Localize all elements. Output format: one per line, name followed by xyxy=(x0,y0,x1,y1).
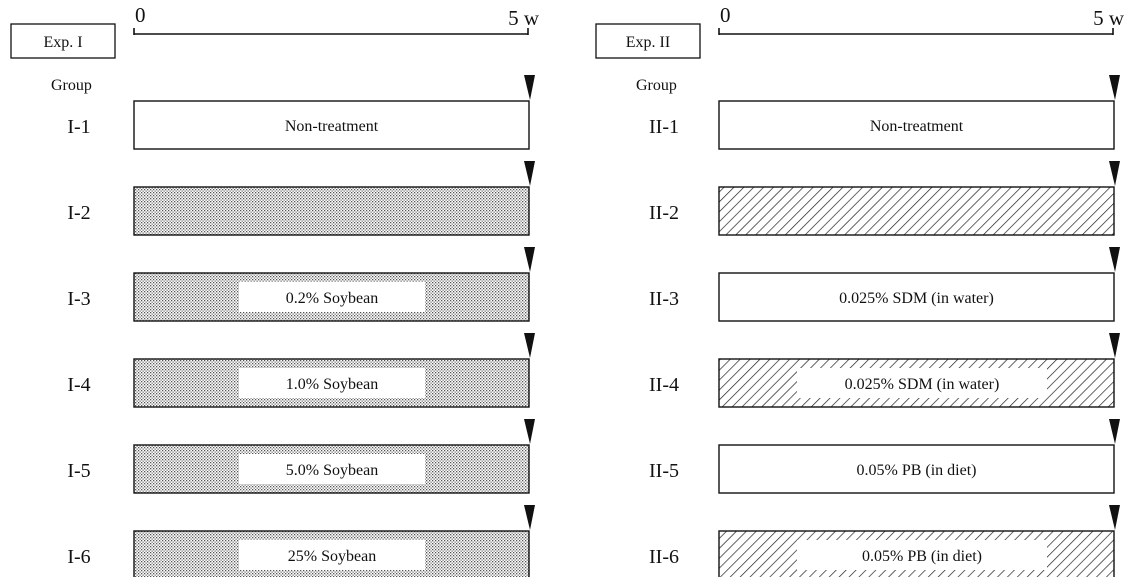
group-id: II-5 xyxy=(649,460,679,482)
exp1-time-start-label: 0 xyxy=(135,3,146,27)
treatment-bar xyxy=(718,186,1115,236)
group-row: I-2 xyxy=(67,161,535,236)
exp1-label-box xyxy=(10,23,116,59)
treatment-bar xyxy=(133,186,530,236)
group-row: II-5 0.05% PB (in diet) xyxy=(649,419,1120,494)
treatment-label: 25% Soybean xyxy=(288,548,376,565)
exp2-time-start-label: 0 xyxy=(720,3,731,27)
exp2-group-header: Group xyxy=(636,77,677,94)
exp1-panel: Exp. I 0 5 w Group I-1 Non-treatment I-2 I-3 0.2… xyxy=(10,3,540,577)
treatment-label-box xyxy=(797,368,1047,398)
exp1-time-end-label: 5 w xyxy=(508,6,540,30)
group-row: I-1 Non-treatment xyxy=(67,75,535,150)
treatment-bar xyxy=(718,272,1115,322)
endpoint-marker xyxy=(524,161,535,186)
treatment-label-box xyxy=(239,540,425,570)
endpoint-marker xyxy=(524,75,535,100)
endpoint-marker xyxy=(1109,161,1120,186)
group-id: I-3 xyxy=(67,288,90,310)
exp2-label-box xyxy=(595,23,701,59)
endpoint-marker xyxy=(1109,419,1120,444)
group-id: II-2 xyxy=(649,202,679,224)
endpoint-marker xyxy=(1109,505,1120,530)
group-row: I-4 1.0% Soybean xyxy=(67,333,535,408)
exp2-label: Exp. II xyxy=(626,34,670,51)
endpoint-marker xyxy=(1109,75,1120,100)
group-id: II-3 xyxy=(649,288,679,310)
treatment-label: Non-treatment xyxy=(870,118,964,135)
treatment-label-box xyxy=(797,540,1047,570)
treatment-bar xyxy=(718,100,1115,150)
group-row: I-6 25% Soybean xyxy=(67,505,535,577)
treatment-label: 5.0% Soybean xyxy=(286,462,378,479)
treatment-label-box xyxy=(239,368,425,398)
treatment-label-box xyxy=(239,454,425,484)
group-id: I-5 xyxy=(67,460,90,482)
exp2-time-end-label: 5 w xyxy=(1093,6,1125,30)
exp1-label: Exp. I xyxy=(43,34,82,51)
treatment-label: 1.0% Soybean xyxy=(286,376,378,393)
group-id: I-1 xyxy=(67,116,90,138)
exp2-panel: Exp. II 0 5 w Group II-1 Non-treatment II-2 II-… xyxy=(595,3,1125,577)
group-id: II-4 xyxy=(649,374,679,396)
exp1-group-header: Group xyxy=(51,77,92,94)
endpoint-marker xyxy=(1109,247,1120,272)
endpoint-marker xyxy=(524,247,535,272)
treatment-bar xyxy=(718,444,1115,494)
group-row: II-2 xyxy=(649,161,1120,236)
group-id: II-6 xyxy=(649,546,679,568)
group-row: II-4 0.025% SDM (in water) xyxy=(649,333,1120,408)
endpoint-marker xyxy=(524,333,535,358)
treatment-bar xyxy=(133,100,530,150)
treatment-label: Non-treatment xyxy=(285,118,379,135)
group-row: II-1 Non-treatment xyxy=(649,75,1120,150)
treatment-label: 0.025% SDM (in water) xyxy=(839,290,994,307)
group-row: I-3 0.2% Soybean xyxy=(67,247,535,322)
group-row: II-6 0.05% PB (in diet) xyxy=(649,505,1120,577)
treatment-bar xyxy=(133,444,530,494)
treatment-label: 0.2% Soybean xyxy=(286,290,378,307)
group-row: II-3 0.025% SDM (in water) xyxy=(649,247,1120,322)
group-id: I-2 xyxy=(67,202,90,224)
treatment-label: 0.05% PB (in diet) xyxy=(857,462,977,479)
treatment-label: 0.05% PB (in diet) xyxy=(862,548,982,565)
endpoint-marker xyxy=(524,419,535,444)
group-id: II-1 xyxy=(649,116,679,138)
endpoint-marker xyxy=(1109,333,1120,358)
endpoint-marker xyxy=(524,505,535,530)
treatment-label: 0.025% SDM (in water) xyxy=(845,376,1000,393)
group-id: I-4 xyxy=(67,374,90,396)
group-id: I-6 xyxy=(67,546,90,568)
treatment-label-box xyxy=(239,282,425,312)
group-row: I-5 5.0% Soybean xyxy=(67,419,535,494)
